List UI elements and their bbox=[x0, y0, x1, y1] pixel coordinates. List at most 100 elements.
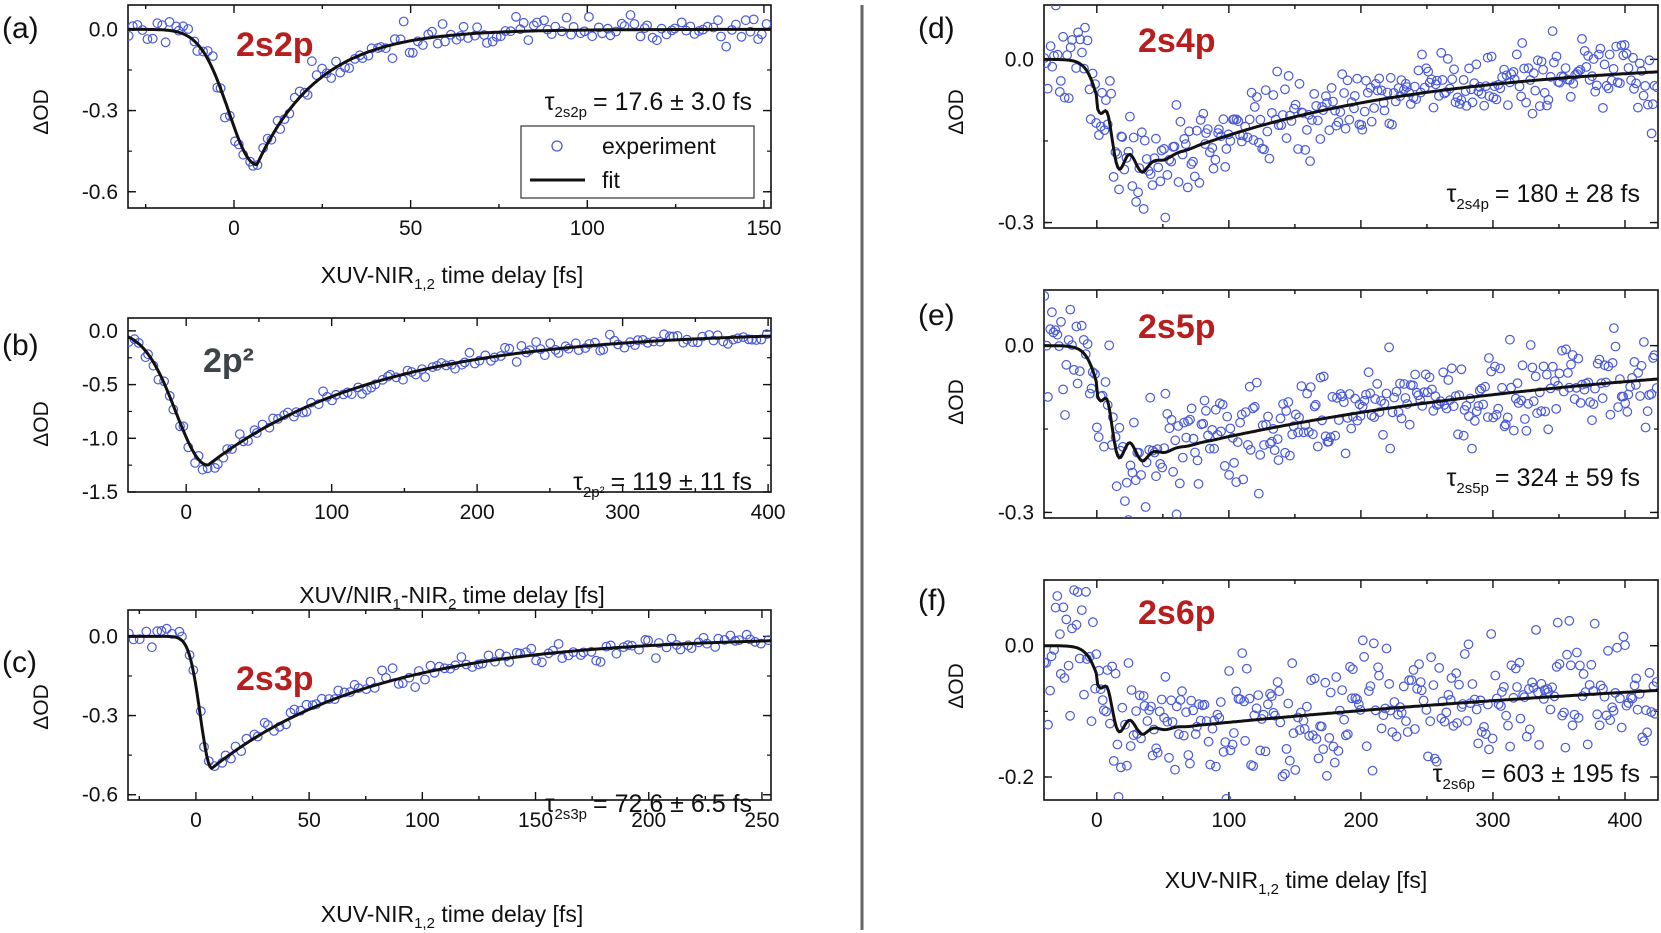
data-point bbox=[1296, 381, 1307, 392]
y-axis-label: ΔOD bbox=[945, 663, 968, 709]
x-tick-label: 200 bbox=[460, 501, 495, 524]
data-point bbox=[1340, 448, 1351, 459]
data-point bbox=[1480, 729, 1491, 739]
data-point bbox=[1479, 100, 1490, 111]
data-point bbox=[1293, 427, 1303, 438]
data-point bbox=[1232, 437, 1243, 448]
data-point bbox=[1227, 739, 1238, 750]
data-point bbox=[1652, 82, 1658, 93]
data-point bbox=[1307, 429, 1318, 440]
data-point bbox=[712, 330, 723, 341]
data-point bbox=[1367, 765, 1378, 776]
data-point bbox=[1198, 108, 1209, 119]
data-point bbox=[1255, 114, 1266, 125]
data-point bbox=[458, 21, 469, 32]
x-tick-label: 100 bbox=[405, 809, 440, 832]
data-point bbox=[174, 626, 185, 637]
data-point bbox=[1583, 50, 1593, 61]
data-point bbox=[1378, 710, 1389, 721]
data-point bbox=[1486, 51, 1497, 62]
y-tick-label: -0.3 bbox=[82, 100, 118, 123]
data-point bbox=[1180, 139, 1191, 150]
data-point bbox=[633, 335, 643, 346]
data-point bbox=[1391, 386, 1402, 397]
panel-label: (b) bbox=[2, 329, 39, 362]
data-point bbox=[146, 642, 157, 653]
data-point bbox=[1117, 132, 1128, 143]
y-tick-label: 0.0 bbox=[1005, 635, 1034, 658]
data-point bbox=[761, 19, 771, 29]
data-point bbox=[526, 643, 537, 654]
data-point bbox=[1099, 125, 1110, 136]
data-point bbox=[1168, 466, 1178, 477]
data-point bbox=[1207, 142, 1218, 153]
data-point bbox=[1190, 729, 1201, 739]
data-point bbox=[635, 31, 646, 42]
data-point bbox=[1416, 685, 1427, 696]
data-point bbox=[1586, 659, 1597, 670]
data-point bbox=[1198, 418, 1209, 429]
data-point bbox=[1239, 696, 1249, 707]
data-point bbox=[1620, 640, 1630, 651]
data-point bbox=[1215, 697, 1226, 707]
data-point bbox=[1199, 699, 1210, 710]
lifetime-annotation: τ2s5p = 324 ± 59 fs bbox=[1447, 464, 1641, 497]
data-point bbox=[1577, 34, 1587, 44]
x-tick-label: 300 bbox=[605, 501, 640, 524]
y-tick-label: -0.5 bbox=[82, 374, 118, 397]
data-point bbox=[1324, 125, 1335, 136]
data-point bbox=[1396, 413, 1407, 424]
data-point bbox=[1084, 388, 1095, 399]
data-point bbox=[1562, 368, 1573, 378]
data-point bbox=[1553, 380, 1563, 391]
data-point bbox=[1349, 90, 1360, 101]
data-point bbox=[1463, 411, 1474, 422]
data-point bbox=[1568, 78, 1579, 89]
data-point bbox=[1044, 392, 1053, 402]
data-point bbox=[1508, 66, 1519, 77]
data-point bbox=[1218, 747, 1229, 757]
data-point bbox=[1095, 684, 1106, 695]
data-point bbox=[387, 663, 398, 674]
data-point bbox=[1490, 670, 1501, 681]
data-point bbox=[1124, 111, 1135, 122]
data-point bbox=[1209, 443, 1219, 454]
data-point bbox=[1365, 388, 1376, 399]
data-point bbox=[1242, 440, 1253, 450]
data-point bbox=[545, 338, 556, 349]
data-point bbox=[1145, 392, 1156, 403]
data-point bbox=[1370, 78, 1381, 89]
data-point bbox=[1160, 212, 1171, 223]
data-point bbox=[1126, 685, 1137, 695]
data-point bbox=[1565, 91, 1576, 102]
data-point bbox=[518, 17, 529, 28]
data-point bbox=[1565, 660, 1576, 671]
data-point bbox=[1560, 63, 1571, 73]
data-point bbox=[1571, 647, 1582, 658]
data-point bbox=[587, 31, 598, 42]
data-point bbox=[1255, 450, 1266, 460]
data-point bbox=[1208, 163, 1219, 174]
data-point bbox=[1540, 406, 1551, 417]
data-point bbox=[1065, 304, 1076, 315]
data-point bbox=[1424, 372, 1435, 383]
data-point bbox=[1532, 55, 1543, 66]
data-point bbox=[1610, 341, 1621, 352]
data-point bbox=[1463, 639, 1474, 650]
data-point bbox=[1283, 698, 1294, 709]
data-point bbox=[1361, 75, 1371, 86]
data-point bbox=[1058, 602, 1069, 613]
data-point bbox=[1320, 91, 1331, 102]
panel-e: (e) 0.0 -0.3 ΔOD 2s5p τ2s5p = 324 ± 59 fs bbox=[918, 289, 1659, 524]
data-point bbox=[1159, 143, 1169, 154]
data-point bbox=[1423, 751, 1433, 762]
data-point bbox=[1521, 97, 1531, 108]
data-point bbox=[1357, 635, 1368, 646]
data-point bbox=[1524, 724, 1535, 735]
data-point bbox=[1277, 771, 1288, 782]
data-point bbox=[1428, 102, 1439, 113]
data-point bbox=[1575, 398, 1586, 408]
data-point bbox=[1269, 445, 1280, 456]
data-point bbox=[1123, 515, 1133, 518]
data-point bbox=[1081, 586, 1091, 597]
